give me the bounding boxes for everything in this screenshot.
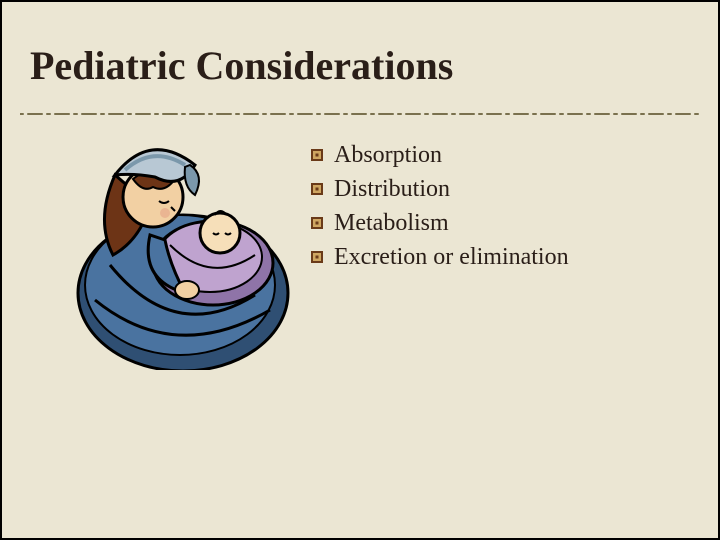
bullet-text: Absorption [334,140,442,170]
bullet-icon [310,182,324,196]
bullet-text: Metabolism [334,208,449,238]
slide-title: Pediatric Considerations [30,42,453,89]
bullet-icon [310,250,324,264]
list-item: Excretion or elimination [310,242,569,272]
list-item: Metabolism [310,208,569,238]
list-item: Absorption [310,140,569,170]
bullet-icon [310,148,324,162]
bullet-text: Distribution [334,174,450,204]
list-item: Distribution [310,174,569,204]
bullet-list: Absorption Distribution Metabolism Excre… [310,140,569,276]
mother-baby-illustration [55,135,300,370]
bullet-text: Excretion or elimination [334,242,569,272]
bullet-icon [310,216,324,230]
title-divider [20,110,700,118]
